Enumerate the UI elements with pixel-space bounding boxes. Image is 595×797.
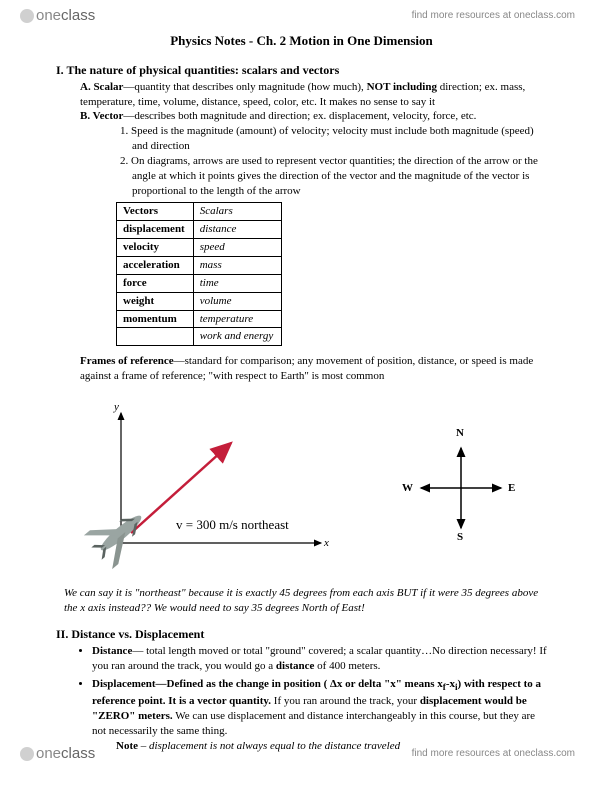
distance-bold: distance xyxy=(276,660,315,672)
num-item-2: 2. On diagrams, arrows are used to repre… xyxy=(120,154,547,199)
footer-tagline[interactable]: find more resources at oneclass.com xyxy=(412,747,575,761)
scalar-not-including: NOT including xyxy=(367,81,437,93)
cell: distance xyxy=(193,221,282,239)
frames-of-reference: Frames of reference—standard for compari… xyxy=(56,354,547,384)
distance-item: Distance— total length moved or total "g… xyxy=(92,644,547,674)
compass-n: N xyxy=(456,426,464,441)
table-row: momentum temperature xyxy=(117,310,282,328)
distance-text-2: of 400 meters. xyxy=(314,660,380,672)
section-2-heading: II. Distance vs. Displacement xyxy=(56,626,547,642)
compass-w: W xyxy=(402,481,413,496)
scalar-label: A. Scalar xyxy=(80,81,123,93)
vectors-scalars-table: Vectors Scalars displacement distance vel… xyxy=(116,202,282,346)
diagram-caption: We can say it is "northeast" because it … xyxy=(64,586,539,616)
logo-text: oneclass xyxy=(36,6,95,26)
cell: weight xyxy=(123,295,154,307)
col-scalars: Scalars xyxy=(193,203,282,221)
cell: temperature xyxy=(193,310,282,328)
cell: force xyxy=(123,277,147,289)
table-row: work and energy xyxy=(117,328,282,346)
displacement-label: Displacement xyxy=(92,678,156,690)
distance-label: Distance xyxy=(92,645,132,657)
table-row: force time xyxy=(117,274,282,292)
item-A: A. Scalar—quantity that describes only m… xyxy=(80,80,547,110)
vector-text: —describes both magnitude and direction;… xyxy=(123,110,476,122)
page-content: Physics Notes - Ch. 2 Motion in One Dime… xyxy=(0,0,595,797)
cell xyxy=(117,328,194,346)
cell: acceleration xyxy=(123,259,180,271)
logo-text: oneclass xyxy=(36,744,95,764)
numbered-list: 1. Speed is the magnitude (amount) of ve… xyxy=(80,124,547,198)
page-footer: oneclass find more resources at oneclass… xyxy=(0,738,595,770)
col-vectors: Vectors xyxy=(117,203,194,221)
compass-e: E xyxy=(508,481,515,496)
section-1-heading: I. The nature of physical quantities: sc… xyxy=(56,62,547,78)
x-axis-label: x xyxy=(324,536,329,551)
page-header: oneclass find more resources at oneclass… xyxy=(0,0,595,32)
brand-logo-footer: oneclass xyxy=(20,744,95,764)
cell: momentum xyxy=(123,313,177,325)
scalar-text-1: —quantity that describes only magnitude … xyxy=(123,81,366,93)
cell: mass xyxy=(193,257,282,275)
y-axis-label: y xyxy=(114,400,119,415)
vector-label: B. Vector xyxy=(80,110,123,122)
section-1-body: A. Scalar—quantity that describes only m… xyxy=(56,80,547,199)
cell: volume xyxy=(193,292,282,310)
page-title: Physics Notes - Ch. 2 Motion in One Dime… xyxy=(56,32,547,50)
cell: displacement xyxy=(123,223,185,235)
cell: velocity xyxy=(123,241,159,253)
logo-icon xyxy=(20,9,34,23)
brand-logo: oneclass xyxy=(20,6,95,26)
frames-label: Frames of reference xyxy=(80,355,174,367)
table-row: velocity speed xyxy=(117,239,282,257)
disp-b1: —Defined as the change in position ( Δx … xyxy=(156,678,443,690)
table-header-row: Vectors Scalars xyxy=(117,203,282,221)
cell: work and energy xyxy=(193,328,282,346)
cell: time xyxy=(193,274,282,292)
num-item-1: 1. Speed is the magnitude (amount) of ve… xyxy=(120,124,547,154)
header-tagline[interactable]: find more resources at oneclass.com xyxy=(412,9,575,23)
disp-t1: If you ran around the track, your xyxy=(271,695,420,707)
vector-diagram: y x v = 300 m/s northeast N S E W xyxy=(56,398,547,578)
logo-icon xyxy=(20,747,34,761)
table-row: acceleration mass xyxy=(117,257,282,275)
item-B: B. Vector—describes both magnitude and d… xyxy=(80,109,547,124)
compass-s: S xyxy=(457,530,463,545)
table-row: displacement distance xyxy=(117,221,282,239)
disp-b2: -x xyxy=(446,678,455,690)
table-row: weight volume xyxy=(117,292,282,310)
vector-label: v = 300 m/s northeast xyxy=(176,516,289,534)
compass-svg xyxy=(406,433,516,543)
cell: speed xyxy=(193,239,282,257)
xy-plane-svg xyxy=(66,403,366,573)
